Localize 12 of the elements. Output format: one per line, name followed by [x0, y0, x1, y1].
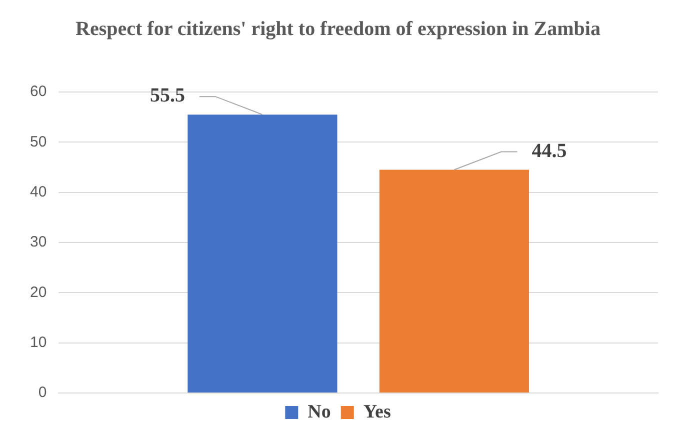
- legend-label: No: [308, 401, 331, 422]
- y-tick-label: 30: [30, 234, 47, 251]
- data-label: 55.5: [150, 84, 185, 107]
- y-tick-label: 40: [30, 183, 47, 200]
- y-tick-label: 20: [30, 284, 47, 301]
- y-tick-label: 10: [30, 334, 47, 351]
- y-tick-label: 60: [30, 83, 47, 100]
- chart-title: Respect for citizens' right to freedom of expression in Zambia: [76, 18, 600, 40]
- y-tick-label: 50: [30, 133, 47, 150]
- data-label: 44.5: [532, 140, 567, 162]
- legend-label: Yes: [363, 401, 391, 422]
- y-tick-label: 0: [38, 384, 47, 402]
